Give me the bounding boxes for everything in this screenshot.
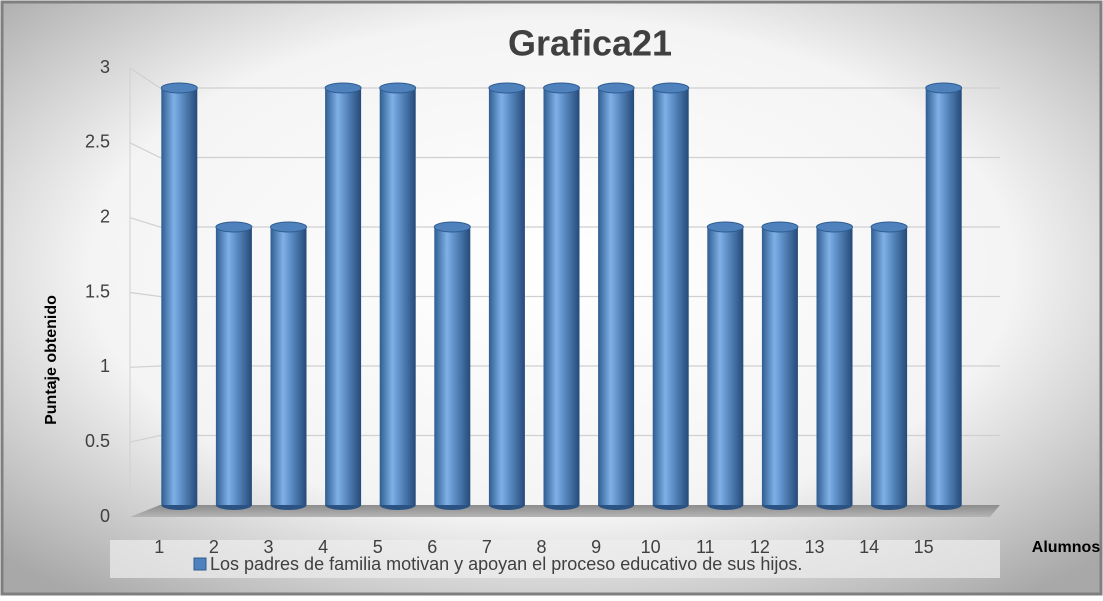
bar-part: [761, 221, 799, 233]
bar-part: [488, 88, 525, 505]
bar-part: [707, 227, 744, 505]
x-tick-label: 7: [482, 537, 492, 557]
bar-part: [925, 82, 963, 94]
bar-part: [816, 227, 853, 505]
legend-swatch: [193, 557, 207, 571]
x-tick-label: 3: [263, 537, 273, 557]
bar-part: [761, 227, 798, 505]
bar-part: [325, 88, 362, 505]
bar: [761, 221, 799, 510]
bar: [925, 82, 963, 510]
x-tick-label: 11: [696, 537, 715, 557]
bar: [324, 82, 362, 510]
y-axis-label: Puntaje obtenido: [43, 295, 60, 425]
bar: [270, 221, 307, 510]
x-tick-label: 9: [591, 537, 601, 557]
bar: [160, 82, 198, 510]
bar-part: [488, 82, 526, 94]
y-tick-label: 2: [100, 206, 110, 226]
legend-label: Los padres de familia motivan y apoyan e…: [210, 554, 802, 574]
x-tick-label: 8: [536, 537, 546, 557]
bar: [488, 82, 526, 510]
bar: [652, 82, 690, 510]
bar: [597, 82, 635, 510]
bar: [215, 221, 253, 510]
bar: [816, 221, 853, 510]
bar-part: [270, 221, 307, 233]
x-tick-label: 4: [318, 537, 328, 557]
bar-part: [543, 82, 580, 94]
x-tick-label: 5: [373, 537, 383, 557]
bar-part: [324, 82, 362, 94]
bar-part: [652, 88, 689, 505]
grid-line: [129, 67, 1000, 89]
bar-part: [652, 82, 690, 94]
legend-box: [110, 540, 1000, 578]
y-tick-label: 1: [100, 356, 110, 376]
x-tick-label: 6: [427, 537, 437, 557]
y-tick-label: 2.5: [85, 132, 110, 152]
y-tick-label: 0.5: [85, 431, 110, 451]
bar-part: [379, 88, 416, 505]
y-tick-label: 0: [100, 506, 110, 526]
bar: [870, 221, 908, 510]
y-tick-label: 3: [100, 57, 110, 77]
bar-part: [597, 82, 635, 94]
bar-part: [160, 82, 198, 94]
bar: [379, 82, 417, 510]
chart-title: Grafica21: [508, 23, 672, 64]
bar-part: [215, 227, 252, 505]
bar-part: [871, 227, 908, 505]
x-tick-label: 15: [914, 537, 934, 557]
bar-part: [816, 221, 853, 233]
x-tick-label: 12: [750, 537, 770, 557]
bar-part: [270, 227, 307, 505]
bar-part: [925, 88, 962, 505]
grid-line: [129, 142, 1000, 159]
x-tick-label: 2: [209, 537, 219, 557]
bar-part: [706, 221, 744, 233]
bar: [543, 82, 580, 510]
bar-part: [433, 221, 471, 233]
bar-part: [161, 88, 198, 505]
bar: [433, 221, 471, 510]
x-axis-label: Alumnos: [1032, 539, 1101, 556]
x-tick-label: 1: [154, 537, 164, 557]
bar-part: [434, 227, 471, 505]
bar-part: [379, 82, 417, 94]
bar-part: [598, 88, 635, 505]
y-tick-label: 1.5: [85, 281, 110, 301]
x-tick-label: 10: [641, 537, 661, 557]
bar-part: [215, 221, 253, 233]
x-tick-label: 14: [859, 537, 879, 557]
x-tick-label: 13: [804, 537, 824, 557]
bar-part: [543, 88, 580, 505]
bar: [706, 221, 744, 510]
bar-part: [870, 221, 908, 233]
